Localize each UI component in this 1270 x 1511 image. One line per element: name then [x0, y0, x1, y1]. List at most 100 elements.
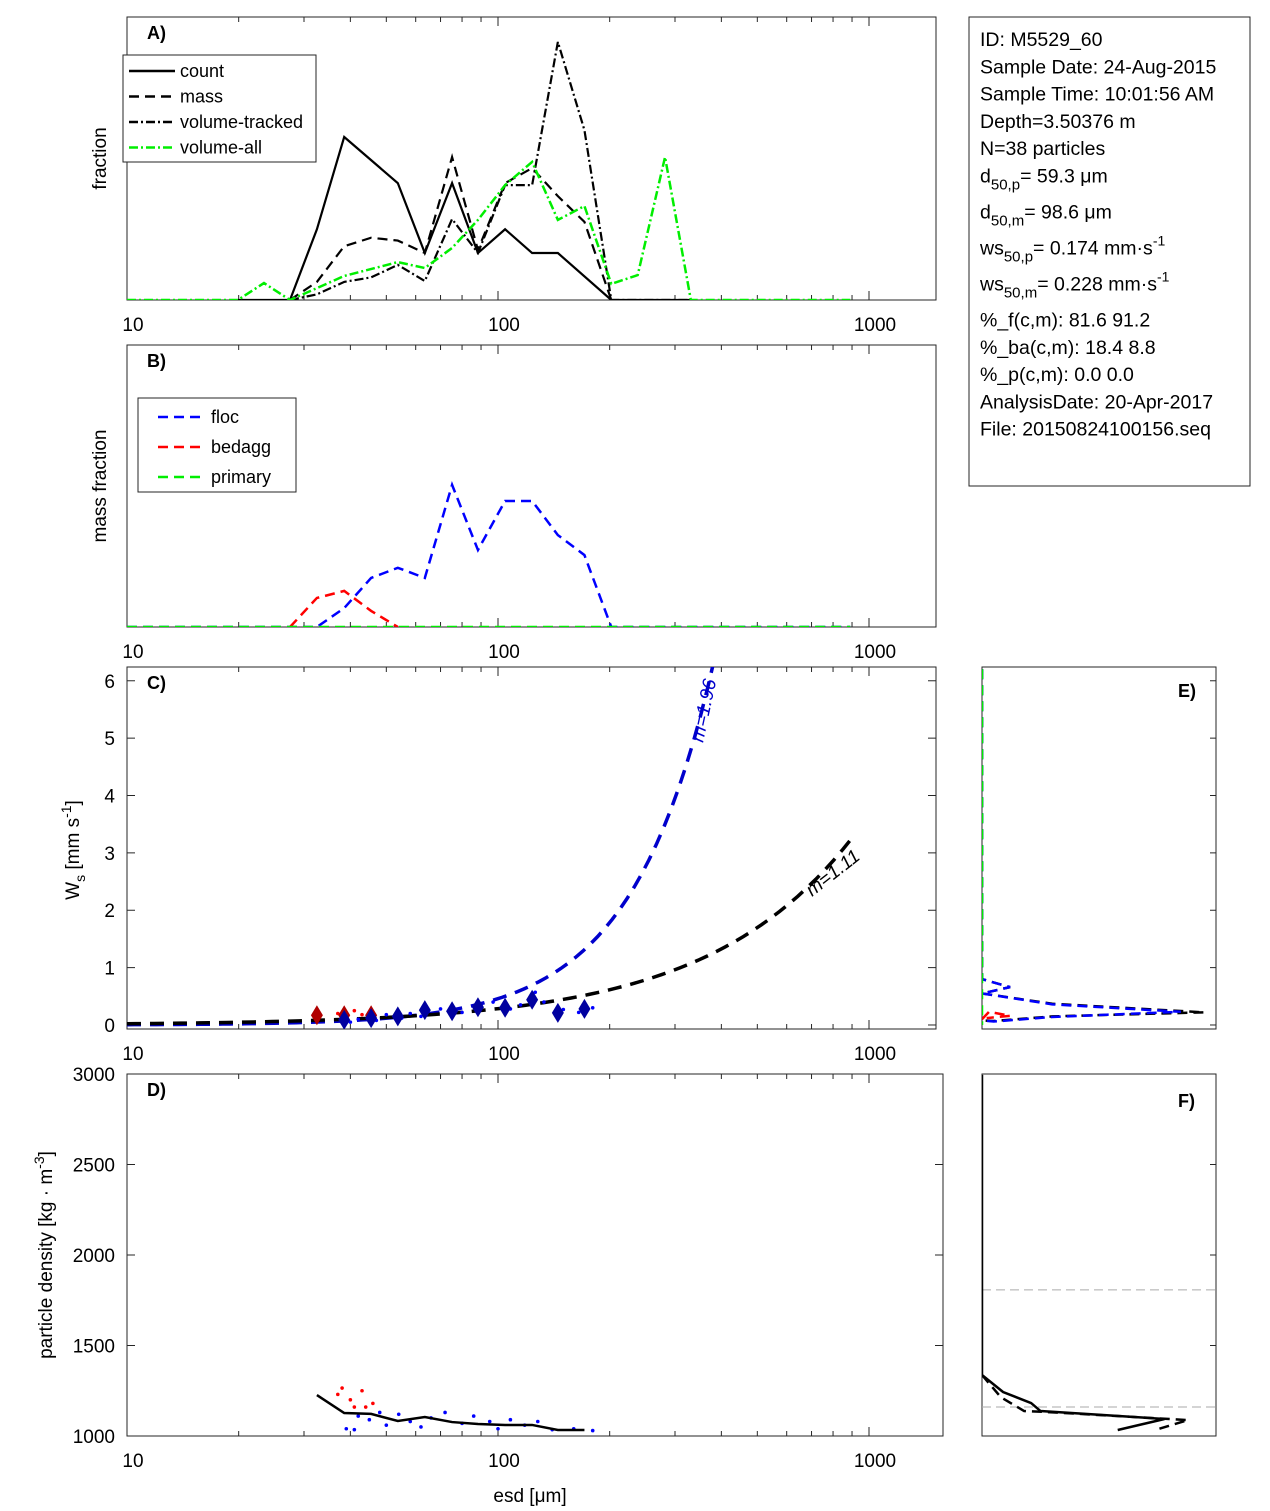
data-dot-floc	[438, 1007, 443, 1011]
axes-frame	[126, 666, 937, 1030]
legend-label: volume-tracked	[180, 112, 303, 132]
data-dot-floc	[535, 1419, 540, 1424]
data-dot-floc	[419, 1425, 423, 1429]
panel-e: E)	[981, 666, 1217, 1030]
series-volume-all	[127, 156, 851, 300]
data-dot-floc	[443, 1410, 447, 1415]
panel-label: B)	[147, 351, 166, 371]
x-tick-label: 1000	[854, 315, 896, 336]
data-dot-floc	[396, 1412, 401, 1417]
y-tick-label: 3	[104, 844, 115, 865]
data-dot-bedagg	[363, 1405, 368, 1409]
y-axis-label: Ws [mm s-1]	[58, 800, 88, 900]
series-mass	[289, 153, 613, 300]
y-tick-label: 0	[104, 1016, 115, 1037]
panel-label: A)	[147, 23, 166, 43]
x-tick-label: 1000	[854, 1044, 896, 1065]
y-axis-label: fraction	[90, 127, 111, 189]
median-marker-floc	[551, 1002, 564, 1023]
plot-area	[982, 1074, 1216, 1432]
data-dot-floc	[377, 1410, 382, 1415]
series-bedagg	[982, 1010, 1011, 1021]
data-dot-floc	[419, 1014, 423, 1019]
info-line: %_ba(c,m): 18.4 8.8	[980, 337, 1156, 359]
legend: count mass volume-tracked volume-all	[122, 54, 317, 163]
legend-label: count	[180, 61, 224, 81]
legend-label: floc	[211, 407, 239, 427]
median-marker-floc	[471, 997, 484, 1018]
plot-area	[982, 669, 1205, 1025]
x-tick-label: 100	[488, 1451, 520, 1472]
x-tick-label: 10	[122, 315, 143, 336]
x-tick-label: 100	[488, 315, 520, 336]
info-line: File: 20150824100156.seq	[980, 419, 1211, 441]
data-dot-floc	[590, 1005, 595, 1010]
data-dot-floc	[460, 1010, 464, 1015]
data-dot-bedagg	[360, 1388, 364, 1393]
series-count	[237, 135, 691, 300]
y-tick-label: 1	[104, 959, 115, 980]
median-marker-floc	[446, 1001, 459, 1022]
plot-area	[127, 481, 851, 627]
data-dot-bedagg	[371, 1401, 375, 1406]
info-line: %_f(c,m): 81.6 91.2	[980, 310, 1150, 332]
data-dot-floc	[561, 1007, 566, 1012]
data-dot-floc	[352, 1427, 357, 1432]
data-dot-floc	[542, 1000, 546, 1004]
y-tick-label: 4	[104, 787, 115, 808]
x-axis-label: esd [μm]	[493, 1486, 566, 1507]
panel-label: D)	[147, 1080, 166, 1100]
axes-frame	[126, 1073, 944, 1437]
x-tick-label: 1000	[854, 642, 896, 663]
panel-a: 10 100 1000 A) fraction count mass volume-track…	[90, 16, 937, 336]
y-tick-label: 1500	[73, 1337, 115, 1358]
data-dot-bedagg	[352, 1405, 357, 1409]
info-line: d50,m= 98.6 μm	[980, 202, 1112, 230]
y-tick-label: 3000	[73, 1065, 115, 1086]
info-line: ws50,p= 0.174 mm·s-1	[979, 233, 1165, 266]
info-line: Sample Date: 24-Aug-2015	[980, 56, 1216, 78]
data-dot-bedagg	[360, 1012, 364, 1017]
data-dot-floc	[348, 1020, 353, 1024]
y-tick-label: 6	[104, 672, 115, 693]
y-axis-label: particle density [kg · m-3]	[31, 1151, 57, 1359]
axes-frame	[981, 666, 1217, 1030]
plot-area	[316, 1386, 595, 1433]
data-dot-floc	[590, 1428, 595, 1433]
x-tick-label: 10	[122, 1451, 143, 1472]
series-floc	[982, 669, 1181, 1023]
legend-label: volume-all	[180, 138, 262, 158]
panel-f: F)	[981, 1073, 1217, 1437]
panel-label: C)	[147, 673, 166, 693]
data-dot-floc	[491, 1000, 495, 1004]
median-marker-floc	[338, 1009, 351, 1029]
legend-label: bedagg	[211, 437, 271, 457]
data-dot-floc	[356, 1414, 361, 1418]
data-dot-floc	[533, 990, 538, 995]
legend-label: mass	[180, 87, 223, 107]
y-axis-label: mass fraction	[90, 430, 111, 543]
data-dot-floc	[384, 1012, 389, 1017]
x-tick-label: 1000	[854, 1451, 896, 1472]
y-tick-label: 1000	[73, 1427, 115, 1448]
panel-d: 10 100 1000 1000 1500 2000 2500 3000 D) particle …	[31, 1065, 944, 1507]
data-dot-bedagg	[340, 1386, 344, 1390]
y-tick-label: 2	[104, 901, 115, 922]
y-tick-label: 5	[104, 729, 115, 750]
panel-b: 10 100 1000 B) mass fraction floc bedagg primar…	[90, 344, 937, 663]
legend: floc bedagg primary	[137, 397, 297, 493]
median-marker-floc	[365, 1008, 378, 1029]
panel-label: E)	[1178, 681, 1196, 701]
data-dot-floc	[508, 1417, 513, 1422]
median-marker-floc	[578, 998, 591, 1019]
data-dot-floc	[367, 1417, 372, 1422]
x-tick-label: 10	[122, 1044, 143, 1065]
data-dot-floc	[471, 1414, 476, 1418]
series-bedagg	[289, 589, 399, 627]
median-marker-floc	[418, 1000, 431, 1021]
data-dot-floc	[408, 1419, 413, 1424]
median-marker-floc	[526, 989, 539, 1010]
density-line	[316, 1394, 585, 1432]
series-floc	[127, 481, 851, 627]
